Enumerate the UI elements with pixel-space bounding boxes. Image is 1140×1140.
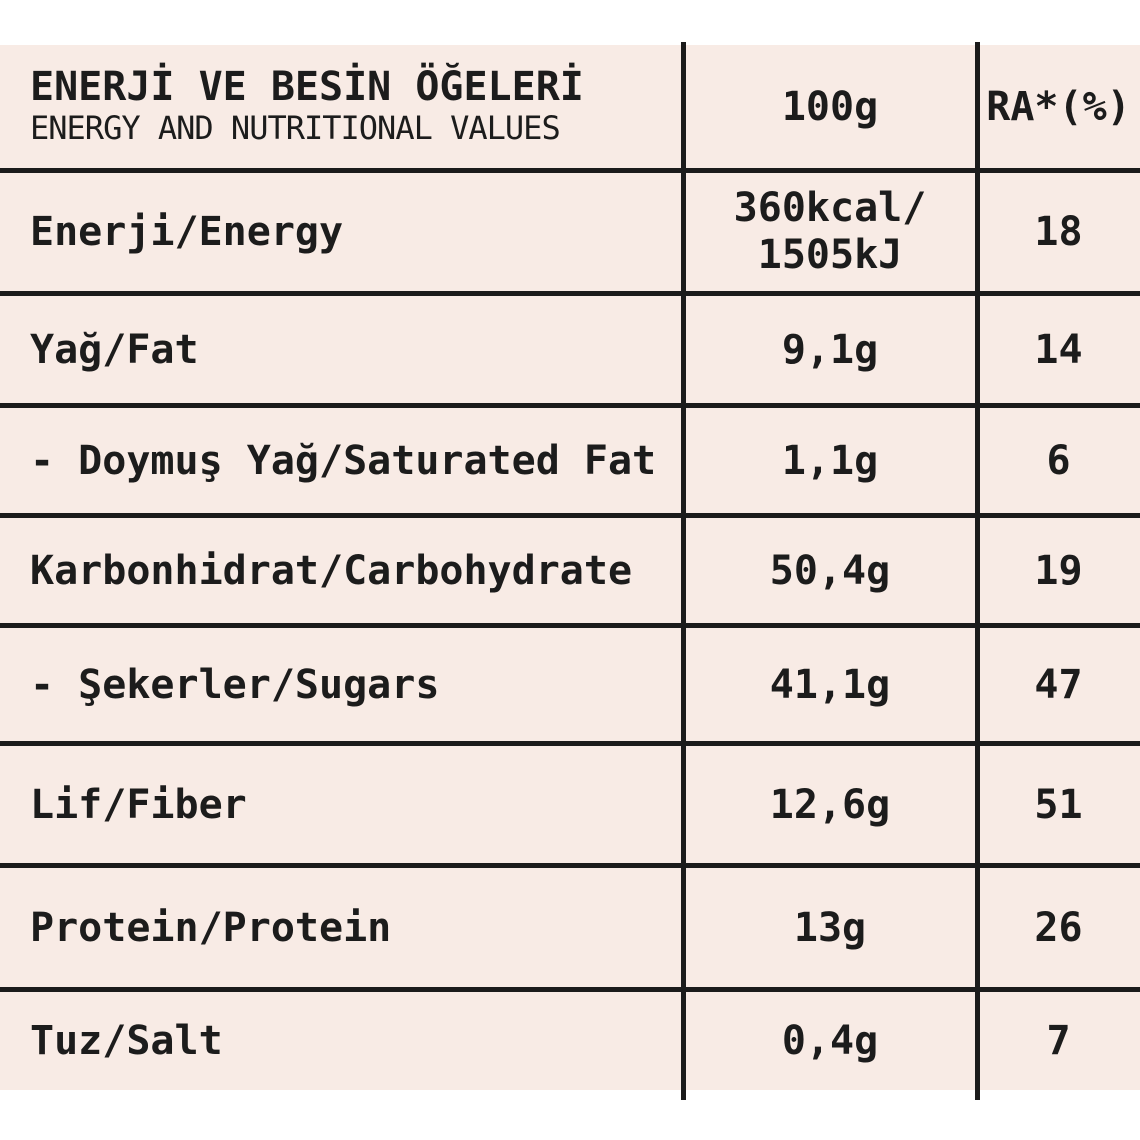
- row-label-cell: - Şekerler/Sugars: [0, 628, 683, 741]
- amount-value: 12,6g: [769, 781, 891, 828]
- header-ra-column: RA*(%): [977, 45, 1140, 168]
- nutrition-table: ENERJİ VE BESİN ÖĞELERİ ENERGY AND NUTRI…: [0, 42, 1140, 1100]
- row-amount-cell: 12,6g: [683, 746, 977, 863]
- row-label-cell: Karbonhidrat/Carbohydrate: [0, 518, 683, 623]
- row-amount-cell: 9,1g: [683, 296, 977, 403]
- row-label: Tuz/Salt: [30, 1018, 223, 1064]
- amount-value: 13g: [793, 904, 867, 951]
- ra-value: 26: [1034, 904, 1083, 951]
- row-ra-cell: 14: [977, 296, 1140, 403]
- ra-value: 51: [1034, 781, 1083, 828]
- row-label: - Doymuş Yağ/Saturated Fat: [30, 437, 657, 484]
- row-ra-cell: 18: [977, 173, 1140, 291]
- row-label: Karbonhidrat/Carbohydrate: [30, 547, 633, 594]
- ra-value: 19: [1034, 547, 1083, 594]
- row-label: Enerji/Energy: [30, 209, 344, 255]
- table-row-protein: Protein/Protein 13g 26: [0, 868, 1140, 992]
- row-ra-cell: 7: [977, 992, 1140, 1090]
- row-amount-cell: 50,4g: [683, 518, 977, 623]
- amount-value: 9,1g: [781, 326, 879, 373]
- row-ra-cell: 6: [977, 408, 1140, 513]
- row-label: Protein/Protein: [30, 904, 392, 951]
- row-label-cell: Protein/Protein: [0, 868, 683, 987]
- row-label-cell: - Doymuş Yağ/Saturated Fat: [0, 408, 683, 513]
- amount-value: 0,4g: [781, 1018, 879, 1064]
- row-label-cell: Lif/Fiber: [0, 746, 683, 863]
- table-row-sugars: - Şekerler/Sugars 41,1g 47: [0, 628, 1140, 746]
- header-title-cell: ENERJİ VE BESİN ÖĞELERİ ENERGY AND NUTRI…: [0, 45, 683, 168]
- column-divider-1: [681, 42, 686, 1100]
- column-header-ra: RA*(%): [986, 83, 1131, 130]
- row-ra-cell: 47: [977, 628, 1140, 741]
- header-amount-column: 100g: [683, 45, 977, 168]
- column-header-100g: 100g: [781, 83, 879, 130]
- row-ra-cell: 19: [977, 518, 1140, 623]
- row-label: Lif/Fiber: [30, 781, 247, 828]
- table-row-energy: Enerji/Energy 360kcal/ 1505kJ 18: [0, 173, 1140, 296]
- table-row-fiber: Lif/Fiber 12,6g 51: [0, 746, 1140, 868]
- row-label-cell: Tuz/Salt: [0, 992, 683, 1090]
- row-amount-cell: 360kcal/ 1505kJ: [683, 173, 977, 291]
- table-row-fat: Yağ/Fat 9,1g 14: [0, 296, 1140, 408]
- ra-value: 6: [1046, 437, 1071, 484]
- row-amount-cell: 0,4g: [683, 992, 977, 1090]
- row-label-cell: Yağ/Fat: [0, 296, 683, 403]
- amount-value: 50,4g: [769, 547, 891, 594]
- header-row: ENERJİ VE BESİN ÖĞELERİ ENERGY AND NUTRI…: [0, 45, 1140, 173]
- table-row-salt: Tuz/Salt 0,4g 7: [0, 992, 1140, 1090]
- ra-value: 18: [1034, 209, 1083, 255]
- header-titles: ENERJİ VE BESİN ÖĞELERİ ENERGY AND NUTRI…: [30, 67, 584, 146]
- row-label: - Şekerler/Sugars: [30, 661, 440, 708]
- ra-value: 47: [1034, 661, 1083, 708]
- table-title-english: ENERGY AND NUTRITIONAL VALUES: [30, 108, 561, 147]
- row-ra-cell: 51: [977, 746, 1140, 863]
- column-divider-2: [975, 42, 980, 1100]
- row-label-cell: Enerji/Energy: [0, 173, 683, 291]
- row-label: Yağ/Fat: [30, 326, 199, 373]
- table-row-saturated-fat: - Doymuş Yağ/Saturated Fat 1,1g 6: [0, 408, 1140, 518]
- table-title-turkish: ENERJİ VE BESİN ÖĞELERİ: [30, 63, 584, 110]
- amount-value: 41,1g: [769, 661, 891, 708]
- amount-line-1: 360kcal/: [733, 184, 927, 231]
- row-ra-cell: 26: [977, 868, 1140, 987]
- ra-value: 14: [1034, 326, 1083, 373]
- row-amount-cell: 13g: [683, 868, 977, 987]
- row-amount-cell: 1,1g: [683, 408, 977, 513]
- ra-value: 7: [1046, 1018, 1071, 1064]
- amount-line-2: 1505kJ: [757, 232, 903, 278]
- table-row-carbohydrate: Karbonhidrat/Carbohydrate 50,4g 19: [0, 518, 1140, 628]
- row-amount-cell: 41,1g: [683, 628, 977, 741]
- amount-value: 1,1g: [781, 437, 879, 484]
- amount-value: 360kcal/ 1505kJ: [734, 185, 927, 279]
